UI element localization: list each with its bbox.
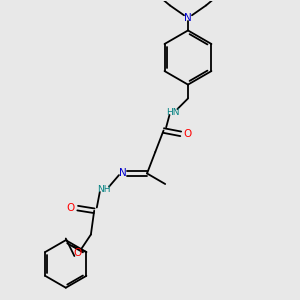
Text: O: O [66,203,74,213]
Text: N: N [119,168,127,178]
Text: O: O [184,129,192,139]
Text: NH: NH [97,185,110,194]
Text: HN: HN [166,108,179,117]
Text: O: O [73,248,81,258]
Text: N: N [184,13,192,23]
